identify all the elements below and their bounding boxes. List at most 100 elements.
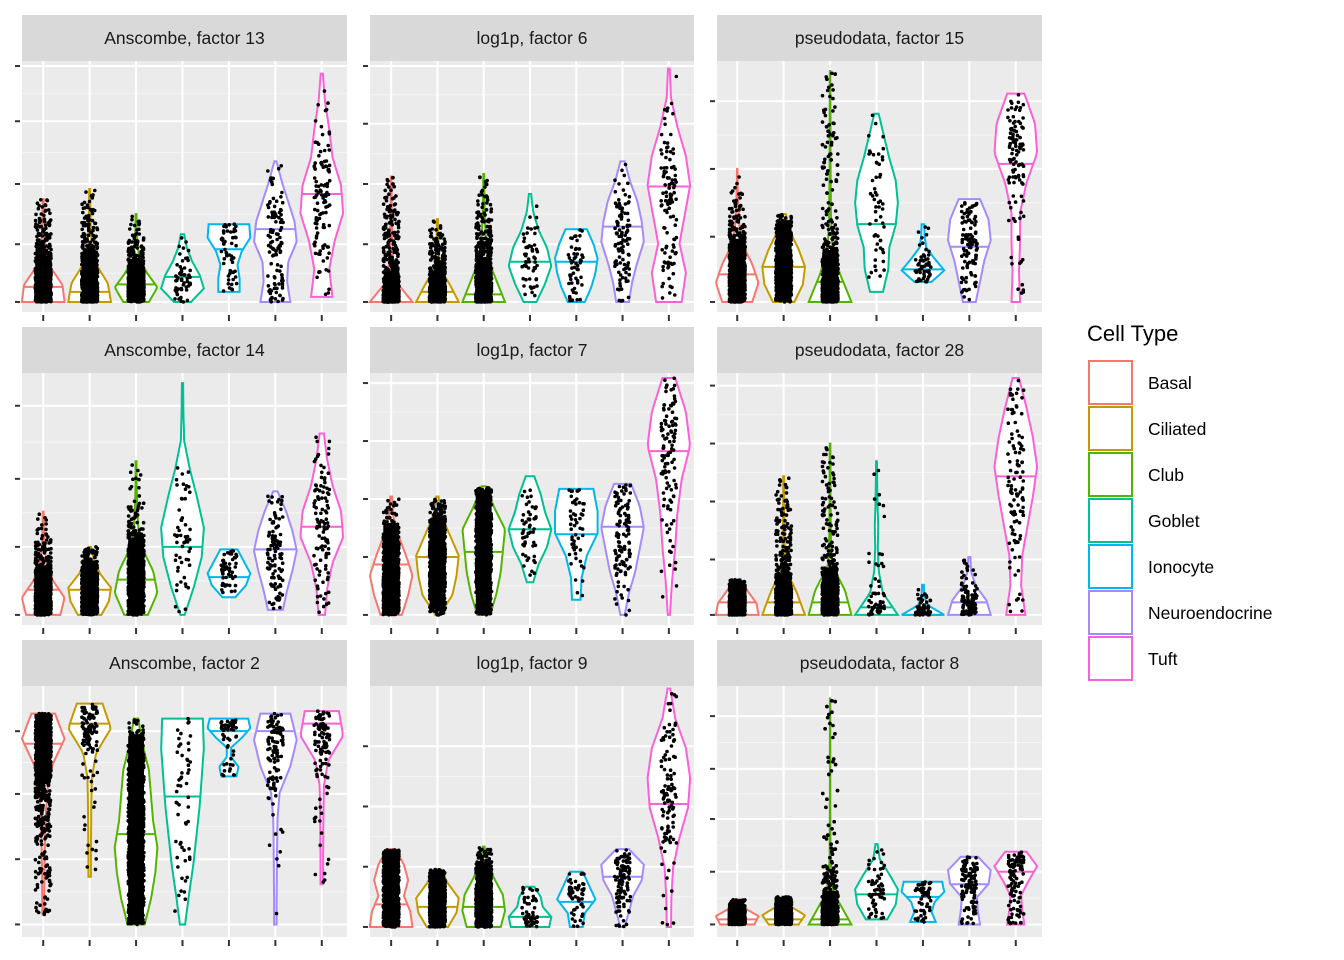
data-point (387, 185, 391, 189)
data-point (389, 188, 393, 193)
data-point (396, 225, 401, 230)
data-point (279, 195, 283, 199)
data-point (315, 275, 319, 280)
data-point (266, 284, 271, 288)
data-point (315, 201, 320, 205)
data-point (314, 236, 319, 240)
data-point (383, 188, 388, 193)
data-point (391, 175, 395, 180)
data-point (91, 237, 95, 242)
data-point (183, 273, 187, 277)
data-point (381, 270, 386, 275)
data-point (430, 227, 435, 231)
data-point (436, 251, 441, 256)
data-point (181, 300, 186, 304)
data-point (83, 233, 87, 237)
data-point (95, 246, 99, 251)
data-point (186, 284, 191, 288)
data-point (47, 219, 52, 224)
data-point (429, 244, 434, 248)
data-point (316, 184, 321, 189)
data-point (82, 216, 87, 220)
data-point (37, 232, 42, 236)
data-point (81, 243, 85, 247)
data-point (279, 208, 283, 213)
data-point (389, 263, 393, 268)
data-point (177, 244, 181, 249)
data-point (82, 223, 87, 228)
data-point (91, 233, 96, 238)
data-point (37, 216, 42, 221)
data-point (34, 222, 38, 226)
data-point (389, 219, 394, 224)
data-point (323, 243, 327, 247)
data-point (319, 160, 324, 165)
data-point (428, 234, 433, 239)
data-point (396, 230, 400, 234)
data-point (41, 230, 45, 234)
data-point (384, 215, 389, 220)
data-point (387, 273, 392, 278)
data-point (267, 201, 272, 205)
data-point (381, 250, 386, 254)
data-point (231, 277, 235, 282)
data-point (35, 238, 40, 242)
data-point (316, 103, 321, 107)
data-point (324, 205, 328, 209)
data-point (43, 223, 48, 228)
data-point (181, 283, 186, 287)
facet-strip (22, 15, 347, 61)
data-point (324, 268, 329, 272)
data-point (86, 233, 91, 238)
data-point (223, 247, 227, 252)
data-point (392, 240, 397, 245)
data-point (437, 233, 442, 237)
data-point (135, 228, 139, 232)
data-point (392, 209, 396, 214)
data-point (440, 233, 445, 237)
data-point (390, 222, 395, 227)
facet-title: Anscombe, factor 13 (104, 28, 265, 48)
data-point (321, 246, 325, 251)
data-point (36, 250, 41, 254)
data-point (326, 291, 331, 295)
data-point (442, 258, 447, 262)
data-point (313, 240, 317, 244)
data-point (434, 228, 438, 232)
data-point (323, 182, 328, 187)
data-point (178, 296, 183, 301)
data-point (141, 238, 146, 242)
data-point (382, 233, 386, 237)
data-point (438, 226, 443, 230)
data-point (44, 226, 48, 231)
facet-panel: Anscombe, factor 13 (15, 15, 347, 321)
data-point (178, 265, 183, 269)
data-point (274, 199, 279, 203)
data-point (48, 252, 53, 256)
data-point (175, 292, 180, 297)
data-point (185, 298, 190, 303)
data-point (229, 241, 234, 246)
data-point (326, 143, 331, 148)
data-point (231, 235, 235, 240)
data-point (185, 276, 190, 281)
dense-points-core (383, 279, 400, 302)
data-point (278, 293, 282, 298)
data-point (90, 218, 95, 223)
data-point (317, 153, 321, 158)
data-point (126, 240, 131, 244)
data-point (40, 234, 45, 238)
data-point (221, 229, 226, 233)
data-point (384, 222, 388, 227)
data-point (43, 203, 48, 208)
data-point (321, 259, 326, 263)
data-point (276, 166, 281, 171)
data-point (82, 200, 87, 205)
data-point (49, 232, 53, 236)
data-point (275, 237, 279, 242)
data-point (395, 233, 400, 238)
data-point (266, 215, 271, 219)
data-point (396, 252, 400, 256)
data-point (384, 244, 389, 249)
data-point (131, 251, 136, 255)
